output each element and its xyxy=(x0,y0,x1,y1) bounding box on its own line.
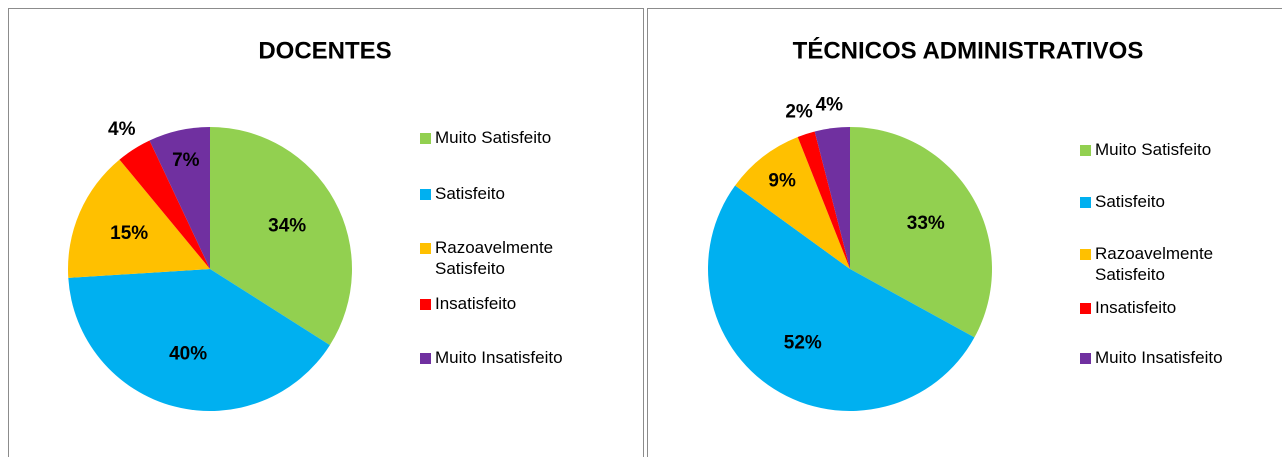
legend-label: Muito Insatisfeito xyxy=(1095,348,1223,367)
legend-swatch xyxy=(420,189,431,200)
data-label: 2% xyxy=(785,101,813,122)
data-label: 4% xyxy=(108,119,136,140)
data-label: 7% xyxy=(172,150,200,171)
pie-slice xyxy=(68,159,210,278)
legend-label: Razoavelmente Satisfeito xyxy=(1095,244,1214,284)
legend-swatch xyxy=(420,299,431,310)
legend-label: Muito Insatisfeito xyxy=(435,348,563,367)
pie-slice xyxy=(149,127,210,269)
legend-swatch xyxy=(420,243,431,254)
data-label: 34% xyxy=(268,216,306,237)
pie-slice xyxy=(708,185,975,411)
pie-slice xyxy=(210,127,352,346)
legend-swatch xyxy=(1080,303,1091,314)
chart-panel xyxy=(8,8,644,457)
pie-slice xyxy=(735,136,850,269)
data-label: 40% xyxy=(169,343,207,364)
legend-label: Satisfeito xyxy=(1095,192,1165,211)
legend-swatch xyxy=(1080,353,1091,364)
data-label: 9% xyxy=(768,170,796,191)
legend-swatch xyxy=(1080,249,1091,260)
pie-slice xyxy=(68,269,330,411)
pie-slice xyxy=(797,131,850,269)
legend-swatch xyxy=(1080,145,1091,156)
chart-title: TÉCNICOS ADMINISTRATIVOS xyxy=(793,36,1144,64)
legend-label: Muito Satisfeito xyxy=(1095,140,1212,159)
legend-swatch xyxy=(420,133,431,144)
chart-title: DOCENTES xyxy=(258,37,391,64)
data-label: 52% xyxy=(784,332,822,353)
legend-label: Insatisfeito xyxy=(1095,298,1177,317)
pie-slice xyxy=(814,127,850,269)
legend-swatch xyxy=(420,353,431,364)
data-label: 4% xyxy=(816,95,844,116)
legend-label: Razoavelmente Satisfeito xyxy=(435,238,554,278)
pie-slice xyxy=(850,127,992,338)
pie-slice xyxy=(119,140,210,269)
chart-panel xyxy=(647,8,1282,457)
legend-swatch xyxy=(1080,197,1091,208)
data-label: 15% xyxy=(110,223,148,244)
data-label: 33% xyxy=(907,213,945,234)
legend-label: Satisfeito xyxy=(435,184,505,203)
legend-label: Muito Satisfeito xyxy=(435,128,552,147)
legend-label: Insatisfeito xyxy=(435,294,517,313)
